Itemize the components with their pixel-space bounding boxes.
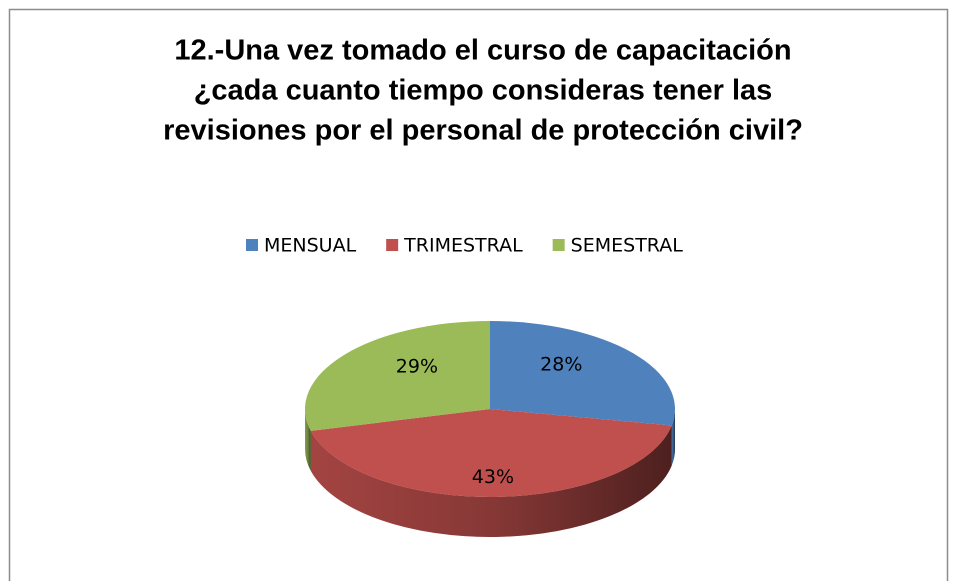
slice-side-shade bbox=[671, 409, 675, 466]
chart-title: revisiones por el personal de protección… bbox=[163, 115, 803, 147]
legend-label: SEMESTRAL bbox=[571, 235, 684, 257]
legend-swatch bbox=[552, 239, 565, 251]
slice bbox=[305, 321, 490, 431]
legend-label: TRIMESTRAL bbox=[403, 235, 523, 257]
legend-swatch bbox=[386, 239, 399, 251]
data-label: 28% bbox=[540, 354, 582, 376]
slice bbox=[490, 321, 676, 426]
slice-side-shade bbox=[310, 425, 672, 537]
data-label: 43% bbox=[472, 466, 514, 488]
legend-swatch bbox=[246, 239, 258, 251]
legend-label: MENSUAL bbox=[264, 235, 357, 257]
slice bbox=[310, 409, 672, 497]
slice-side-shade bbox=[305, 409, 311, 471]
data-label: 29% bbox=[396, 355, 438, 377]
chart-title: ¿cada cuanto tiempo consideras tener las bbox=[194, 75, 773, 107]
chart-title: 12.-Una vez tomado el curso de capacitac… bbox=[174, 35, 791, 67]
